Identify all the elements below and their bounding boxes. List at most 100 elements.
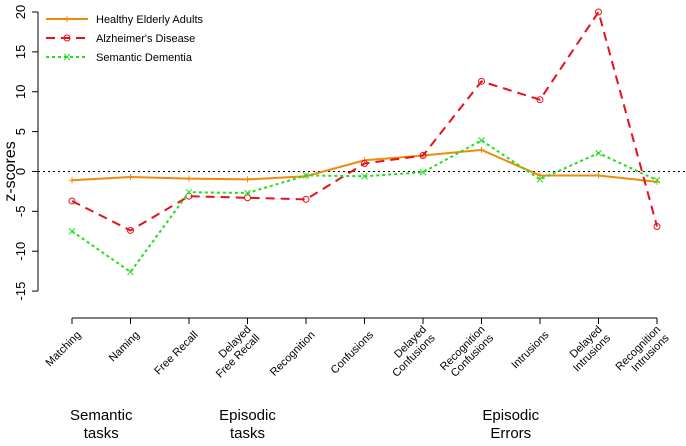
x-tick-label: DelayedConfusions bbox=[382, 323, 438, 379]
y-tick-label: 5 bbox=[13, 128, 28, 135]
data-point bbox=[185, 188, 193, 196]
x-tick-label: Recognition bbox=[268, 329, 318, 379]
x-tick-label: DelayedIntrusions bbox=[562, 323, 613, 374]
data-point bbox=[302, 172, 310, 179]
marker-circle bbox=[361, 159, 368, 167]
legend-label: Alzheimer's Disease bbox=[96, 33, 195, 45]
marker-stroke bbox=[536, 176, 544, 183]
data-point bbox=[186, 175, 192, 182]
marker-stroke bbox=[302, 172, 310, 179]
data-point bbox=[63, 53, 71, 61]
group-label-line: tasks bbox=[84, 425, 119, 442]
group-label-line: tasks bbox=[230, 425, 265, 442]
legend-label: Semantic Dementia bbox=[96, 52, 193, 64]
series-line bbox=[71, 9, 658, 232]
data-point bbox=[536, 176, 544, 183]
data-point bbox=[478, 77, 485, 85]
x-tick-label-line: Matching bbox=[44, 329, 84, 369]
legend-item: Healthy Elderly Adults bbox=[46, 14, 203, 26]
y-tick-label: 10 bbox=[13, 84, 28, 98]
marker-stroke bbox=[185, 188, 193, 196]
data-point bbox=[478, 137, 485, 144]
marker-stroke bbox=[361, 172, 368, 180]
x-tick-label: Confusions bbox=[329, 329, 377, 377]
data-point bbox=[244, 176, 251, 183]
series-semantic-dementia bbox=[68, 137, 661, 276]
marker-stroke bbox=[127, 268, 134, 276]
data-point bbox=[419, 168, 427, 176]
group-label-line: Errors bbox=[490, 425, 531, 442]
data-point bbox=[478, 146, 485, 153]
group-label-line: Episodic bbox=[219, 407, 276, 424]
data-point bbox=[361, 159, 368, 167]
data-point bbox=[244, 189, 251, 197]
y-tick-label: 15 bbox=[13, 45, 28, 59]
group-label-line: Episodic bbox=[482, 407, 539, 424]
legend: Healthy Elderly Adults Alzheimer's Diseas… bbox=[46, 14, 203, 64]
x-tick-label: RecognitionConfusions bbox=[438, 323, 496, 381]
x-tick-label-line: Naming bbox=[107, 329, 142, 364]
marker-circle bbox=[63, 34, 71, 42]
marker-stroke bbox=[595, 149, 602, 157]
data-point bbox=[68, 227, 76, 235]
x-tick-label-line: Confusions bbox=[329, 329, 377, 377]
x-tick-label: Free Recall bbox=[152, 329, 200, 377]
y-axis-title: z-scores bbox=[2, 141, 19, 201]
marker-circle bbox=[244, 194, 251, 202]
group-label: Semantic tasks bbox=[70, 407, 133, 442]
data-point bbox=[302, 195, 310, 203]
x-tick-label-line: Recognition bbox=[268, 329, 318, 379]
data-point bbox=[653, 222, 661, 230]
marker-circle bbox=[127, 226, 134, 234]
data-point bbox=[595, 149, 602, 157]
x-tick-label: Naming bbox=[107, 329, 142, 364]
marker-stroke bbox=[68, 227, 76, 235]
data-point bbox=[536, 96, 544, 104]
marker-circle bbox=[653, 222, 661, 230]
data-point bbox=[537, 172, 543, 179]
x-tick-label: Intrusions bbox=[509, 329, 552, 372]
data-point bbox=[127, 226, 134, 234]
marker-circle bbox=[478, 77, 485, 85]
x-tick-label-line: Free Recall bbox=[152, 329, 200, 377]
series-alzheimer-s-disease bbox=[68, 8, 661, 234]
x-tick-label: DelayedFree Recall bbox=[205, 324, 262, 381]
x-tick-label-line: Intrusions bbox=[509, 329, 552, 372]
data-point bbox=[68, 197, 76, 205]
data-point bbox=[244, 194, 251, 202]
data-point bbox=[361, 172, 368, 180]
marker-circle bbox=[419, 152, 427, 160]
series-lines-layer bbox=[68, 8, 661, 276]
marker-stroke bbox=[419, 168, 427, 176]
legend-item: Semantic Dementia bbox=[46, 52, 193, 64]
data-point bbox=[64, 16, 70, 22]
data-point bbox=[595, 8, 602, 16]
marker-stroke bbox=[478, 137, 485, 144]
data-point bbox=[653, 176, 661, 184]
y-tick-label: -15 bbox=[13, 282, 28, 301]
y-tick-label: -10 bbox=[13, 242, 28, 261]
marker-circle bbox=[595, 8, 602, 16]
group-label: Episodic tasks bbox=[219, 407, 276, 442]
x-tick-label: Matching bbox=[44, 329, 84, 369]
group-label: Episodic Errors bbox=[482, 407, 539, 442]
y-tick-label: 20 bbox=[13, 5, 28, 19]
marker-stroke bbox=[63, 53, 71, 61]
group-label-line: Semantic bbox=[70, 407, 133, 424]
data-point bbox=[69, 177, 75, 184]
data-point bbox=[63, 34, 71, 42]
data-point bbox=[595, 172, 602, 179]
y-tick-label: 0 bbox=[13, 168, 28, 175]
marker-circle bbox=[302, 195, 310, 203]
marker-stroke bbox=[244, 189, 251, 197]
marker-circle bbox=[536, 96, 544, 104]
legend-label: Healthy Elderly Adults bbox=[96, 14, 203, 26]
marker-stroke bbox=[653, 176, 661, 184]
data-point bbox=[127, 268, 134, 276]
data-point bbox=[419, 152, 427, 160]
x-tick-label: RecognitionIntrusions bbox=[614, 323, 672, 381]
data-point bbox=[127, 174, 134, 181]
y-tick-label: -5 bbox=[13, 206, 28, 218]
